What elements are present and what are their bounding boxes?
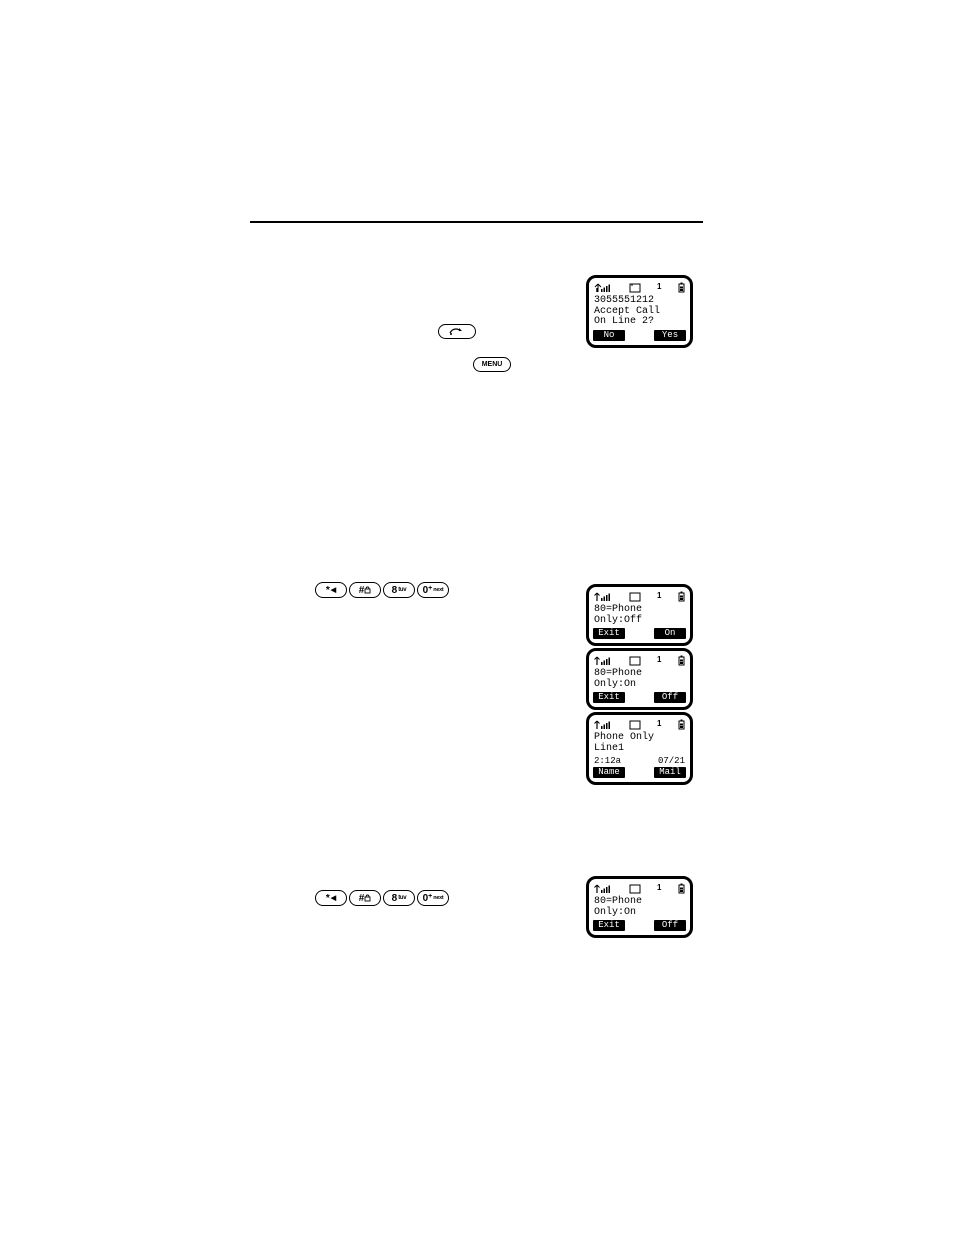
softkey-right[interactable]: Off: [654, 920, 686, 931]
zero-key-icon: 0 + next: [417, 890, 449, 906]
screen-content: 80=Phone Only:On: [589, 669, 690, 692]
softkey-row: Exit Off: [589, 920, 690, 935]
status-bar: 1: [589, 879, 690, 897]
screens-group-phone-only: 1 80=Phone Only:Off Exit On: [586, 584, 693, 787]
softkey-right[interactable]: Off: [654, 692, 686, 703]
softkey-left[interactable]: No: [593, 330, 625, 341]
eight-key-icon: 8 tuv: [383, 890, 415, 906]
battery-icon: [678, 282, 685, 293]
key-plus: +: [428, 893, 432, 900]
left-arrow-icon: ◀: [331, 894, 336, 902]
key-label: *: [326, 893, 330, 904]
screen-content: 80=Phone Only:On: [589, 897, 690, 920]
page: MENU: [0, 0, 954, 1235]
key-row-2: * ◀ # 8 tuv 0 + next: [315, 890, 449, 906]
signal-icon: [594, 592, 612, 602]
screens-group-accept-call: 1 3055551212 Accept Call On Line 2? No Y: [586, 275, 693, 350]
battery-icon: [678, 591, 685, 602]
line-indicator: 1: [657, 655, 661, 666]
time-label: 2:12a: [594, 756, 621, 766]
status-bar: 1: [589, 278, 690, 296]
line-indicator: 1: [657, 282, 661, 293]
signal-icon: [594, 884, 612, 894]
battery-icon: [678, 719, 685, 730]
screen-content: Phone Only Line1: [589, 733, 690, 756]
battery-icon: [678, 655, 685, 666]
screens-group-bottom: 1 80=Phone Only:On Exit Off: [586, 876, 693, 940]
screen-line: 80=Phone: [594, 605, 685, 616]
key-label: 8: [392, 585, 398, 596]
phone-screen-home: 1 Phone Only Line1 2:12a 07/21: [586, 712, 693, 785]
send-key-icon: [438, 324, 476, 339]
signal-icon: [594, 283, 612, 293]
star-key-icon: * ◀: [315, 890, 347, 906]
message-icon: [629, 720, 641, 730]
line-indicator: 1: [657, 719, 661, 730]
screen-line: Only:Off: [594, 616, 685, 627]
status-bar: 1: [589, 715, 690, 733]
status-bar: 1: [589, 587, 690, 605]
key-sublabel: tuv: [398, 587, 406, 593]
key-label: *: [326, 585, 330, 596]
softkey-left[interactable]: Name: [593, 767, 625, 778]
time-date-row: 2:12a 07/21: [589, 756, 690, 767]
message-icon: [629, 656, 641, 666]
zero-key-icon: 0 + next: [417, 582, 449, 598]
softkey-row: No Yes: [589, 330, 690, 345]
lock-icon: [364, 586, 371, 594]
screen-content: 3055551212 Accept Call On Line 2?: [589, 296, 690, 330]
softkey-row: Exit Off: [589, 692, 690, 707]
softkey-right[interactable]: Yes: [654, 330, 686, 341]
status-bar: 1: [589, 651, 690, 669]
message-icon: [629, 283, 641, 293]
screen-line: 80=Phone: [594, 669, 685, 680]
eight-key-icon: 8 tuv: [383, 582, 415, 598]
softkey-right[interactable]: Mail: [654, 767, 686, 778]
screen-line: Only:On: [594, 908, 685, 919]
signal-icon: [594, 656, 612, 666]
phone-screen-phone-only-on-2: 1 80=Phone Only:On Exit Off: [586, 876, 693, 938]
softkey-left[interactable]: Exit: [593, 628, 625, 639]
phone-screen-phone-only-off: 1 80=Phone Only:Off Exit On: [586, 584, 693, 646]
softkey-left[interactable]: Exit: [593, 692, 625, 703]
line-indicator: 1: [657, 883, 661, 894]
hash-key-icon: #: [349, 890, 381, 906]
softkey-left[interactable]: Exit: [593, 920, 625, 931]
message-icon: [629, 884, 641, 894]
key-sublabel: next: [433, 587, 443, 593]
left-arrow-icon: ◀: [331, 586, 336, 594]
key-plus: +: [428, 585, 432, 592]
phone-screen-phone-only-on: 1 80=Phone Only:On Exit Off: [586, 648, 693, 710]
softkey-row: Name Mail: [589, 767, 690, 782]
section-divider: [250, 221, 703, 223]
phone-screen-accept-call: 1 3055551212 Accept Call On Line 2? No Y: [586, 275, 693, 348]
screen-line: Only:On: [594, 680, 685, 691]
star-key-icon: * ◀: [315, 582, 347, 598]
hash-key-icon: #: [349, 582, 381, 598]
menu-key-icon: MENU: [473, 357, 511, 372]
message-icon: [629, 592, 641, 602]
battery-icon: [678, 883, 685, 894]
key-label: 8: [392, 893, 398, 904]
lock-icon: [364, 894, 371, 902]
softkey-row: Exit On: [589, 628, 690, 643]
screen-content: 80=Phone Only:Off: [589, 605, 690, 628]
screen-line: Line1: [594, 744, 685, 755]
screen-line: On Line 2?: [594, 317, 685, 328]
date-label: 07/21: [658, 756, 685, 766]
screen-line: Phone Only: [594, 733, 685, 744]
softkey-right[interactable]: On: [654, 628, 686, 639]
key-row-1: * ◀ # 8 tuv 0 + next: [315, 582, 449, 598]
key-sublabel: tuv: [398, 895, 406, 901]
line-indicator: 1: [657, 591, 661, 602]
screen-line: 3055551212: [594, 296, 685, 307]
key-sublabel: next: [433, 895, 443, 901]
signal-icon: [594, 720, 612, 730]
screen-line: 80=Phone: [594, 897, 685, 908]
